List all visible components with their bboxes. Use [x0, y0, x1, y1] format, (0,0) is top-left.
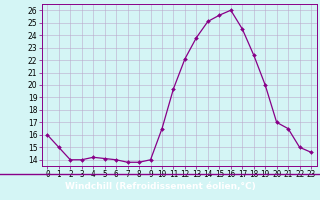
Text: Windchill (Refroidissement éolien,°C): Windchill (Refroidissement éolien,°C) — [65, 182, 255, 192]
